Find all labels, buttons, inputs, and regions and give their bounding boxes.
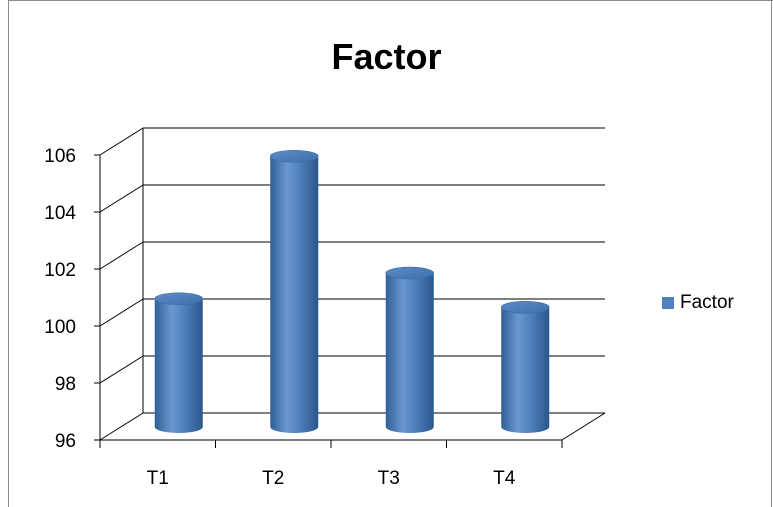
x-tick-label: T4: [493, 468, 516, 489]
legend-label: Factor: [680, 292, 734, 313]
bar-body: [154, 298, 203, 434]
gridline-side: [99, 241, 144, 270]
floor-right-edge: [561, 412, 606, 441]
bar-body: [385, 273, 434, 434]
y-tick-label: 100: [44, 317, 76, 338]
x-tick-label: T3: [378, 468, 400, 489]
gridline-side: [99, 184, 144, 213]
frame-border-top: [8, 0, 773, 1]
bar-cap: [500, 300, 550, 314]
bar: [500, 300, 550, 434]
gridline-side: [99, 298, 144, 327]
frame-border-left: [8, 0, 9, 507]
bar: [269, 149, 319, 434]
bar: [385, 266, 435, 434]
gridline-side: [99, 355, 144, 384]
bar-body: [270, 156, 319, 434]
label-layer: 96 98 100 102 104 106 T1 T2 T3 T4: [44, 146, 515, 489]
legend-swatch: [662, 297, 674, 309]
bar: [154, 292, 204, 434]
y-tick-label: 98: [55, 374, 76, 395]
y-tick-label: 106: [44, 146, 76, 167]
y-tick-label: 102: [44, 260, 76, 281]
bar-cap: [269, 149, 319, 163]
chart-title: Factor: [331, 36, 442, 77]
gridline-side: [99, 412, 144, 441]
x-tick-label: T2: [262, 468, 284, 489]
axis-layer: [94, 128, 606, 448]
gridline-side: [99, 127, 144, 156]
bar-body: [501, 307, 550, 434]
y-tick-label: 96: [55, 431, 76, 452]
x-tick-label: T1: [147, 468, 169, 489]
grid-layer: [99, 127, 605, 441]
bar-cap: [385, 266, 435, 280]
bar-cap: [154, 292, 204, 306]
frame-border-right: [771, 0, 772, 507]
y-tick-label: 104: [44, 203, 76, 224]
bar-layer: [154, 149, 550, 434]
legend: Factor: [662, 292, 734, 314]
